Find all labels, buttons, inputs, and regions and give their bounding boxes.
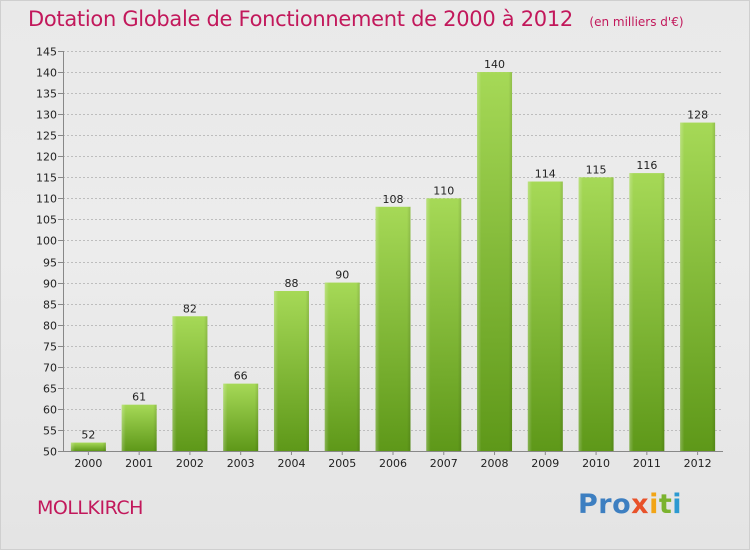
- x-tick-label: 2006: [379, 457, 407, 470]
- logo-part: t: [658, 489, 673, 520]
- y-tick-label: 65: [43, 383, 57, 396]
- data-labels: 52 61 82 66 88 90 108 110 140 114 115 116 128: [81, 58, 708, 442]
- x-tick-label: 2012: [684, 457, 712, 470]
- x-tick-label: 2010: [582, 457, 610, 470]
- data-label: 82: [183, 302, 197, 315]
- x-tick-label: 2000: [74, 457, 102, 470]
- x-tick-label: 2011: [633, 457, 661, 470]
- chart-title-row: Dotation Globale de Fonctionnement de 20…: [28, 7, 684, 31]
- data-label: 66: [234, 370, 248, 383]
- chart-subtitle: (en milliers d'€): [589, 15, 684, 29]
- data-label: 116: [636, 159, 657, 172]
- bar-shading: [680, 122, 716, 451]
- bar-shading: [629, 173, 665, 451]
- y-tick-label: 80: [43, 320, 57, 333]
- bar-shading: [477, 72, 513, 451]
- y-tick-label: 120: [36, 151, 57, 164]
- bar-shading: [223, 383, 259, 451]
- data-label: 140: [484, 58, 505, 71]
- y-tick-label: 85: [43, 299, 57, 312]
- y-tick-label: 70: [43, 362, 57, 375]
- y-tick-label: 90: [43, 278, 57, 291]
- bar-shading: [426, 198, 462, 451]
- y-tick-label: 100: [36, 235, 57, 248]
- chart-title: Dotation Globale de Fonctionnement de 20…: [28, 7, 573, 31]
- x-tick-label: 2005: [328, 457, 356, 470]
- x-tick-label: 2008: [481, 457, 509, 470]
- y-tick-label: 110: [36, 193, 57, 206]
- logo-part: i: [649, 489, 659, 520]
- x-tick-labels: 2000 2001 2002 2003 2004 2005 2006 2007 2008 2009…: [74, 457, 711, 470]
- y-tick-label: 60: [43, 404, 57, 417]
- x-tick-label: 2009: [531, 457, 559, 470]
- y-tick-labels: 50 55 60 65 70 75 80 85 90 95 100 105 110 115 120 125 13…: [36, 46, 57, 459]
- data-label: 90: [335, 269, 349, 282]
- y-tick-label: 135: [36, 88, 57, 101]
- data-label: 128: [687, 109, 708, 122]
- data-label: 110: [433, 184, 454, 197]
- y-tick-label: 115: [36, 172, 57, 185]
- x-tick-label: 2007: [430, 457, 458, 470]
- y-tick-label: 125: [36, 130, 57, 143]
- data-label: 114: [535, 168, 556, 181]
- y-tick-label: 55: [43, 425, 57, 438]
- x-tick-label: 2001: [125, 457, 153, 470]
- bar-shading: [70, 442, 106, 451]
- bar-shading: [121, 404, 157, 451]
- data-label: 52: [81, 429, 95, 442]
- logo-part: Pro: [578, 489, 632, 520]
- logo-part: x: [631, 489, 650, 520]
- data-label: 61: [132, 391, 146, 404]
- x-tick-label: 2004: [277, 457, 305, 470]
- proxiti-logo[interactable]: Proxiti: [578, 489, 682, 520]
- y-tick-label: 130: [36, 109, 57, 122]
- bar-shading: [578, 177, 614, 451]
- y-tick-label: 105: [36, 214, 57, 227]
- x-tick-label: 2003: [227, 457, 255, 470]
- y-tick-label: 145: [36, 46, 57, 59]
- data-label: 88: [284, 277, 298, 290]
- logo-part: i: [672, 489, 683, 520]
- bar-shading: [527, 181, 563, 452]
- y-tick-label: 140: [36, 67, 57, 80]
- y-tick-label: 95: [43, 257, 57, 270]
- data-label: 115: [586, 163, 607, 176]
- commune-name: MOLLKIRCH: [37, 497, 143, 519]
- y-tick-label: 50: [43, 446, 57, 459]
- bars: [70, 72, 716, 452]
- bar-shading: [172, 316, 208, 451]
- bar-shading: [273, 291, 309, 451]
- axes: [58, 51, 723, 455]
- bar-shading: [375, 206, 411, 451]
- y-tick-label: 75: [43, 341, 57, 354]
- data-label: 108: [383, 193, 404, 206]
- x-tick-label: 2002: [176, 457, 204, 470]
- bar-shading: [324, 282, 360, 451]
